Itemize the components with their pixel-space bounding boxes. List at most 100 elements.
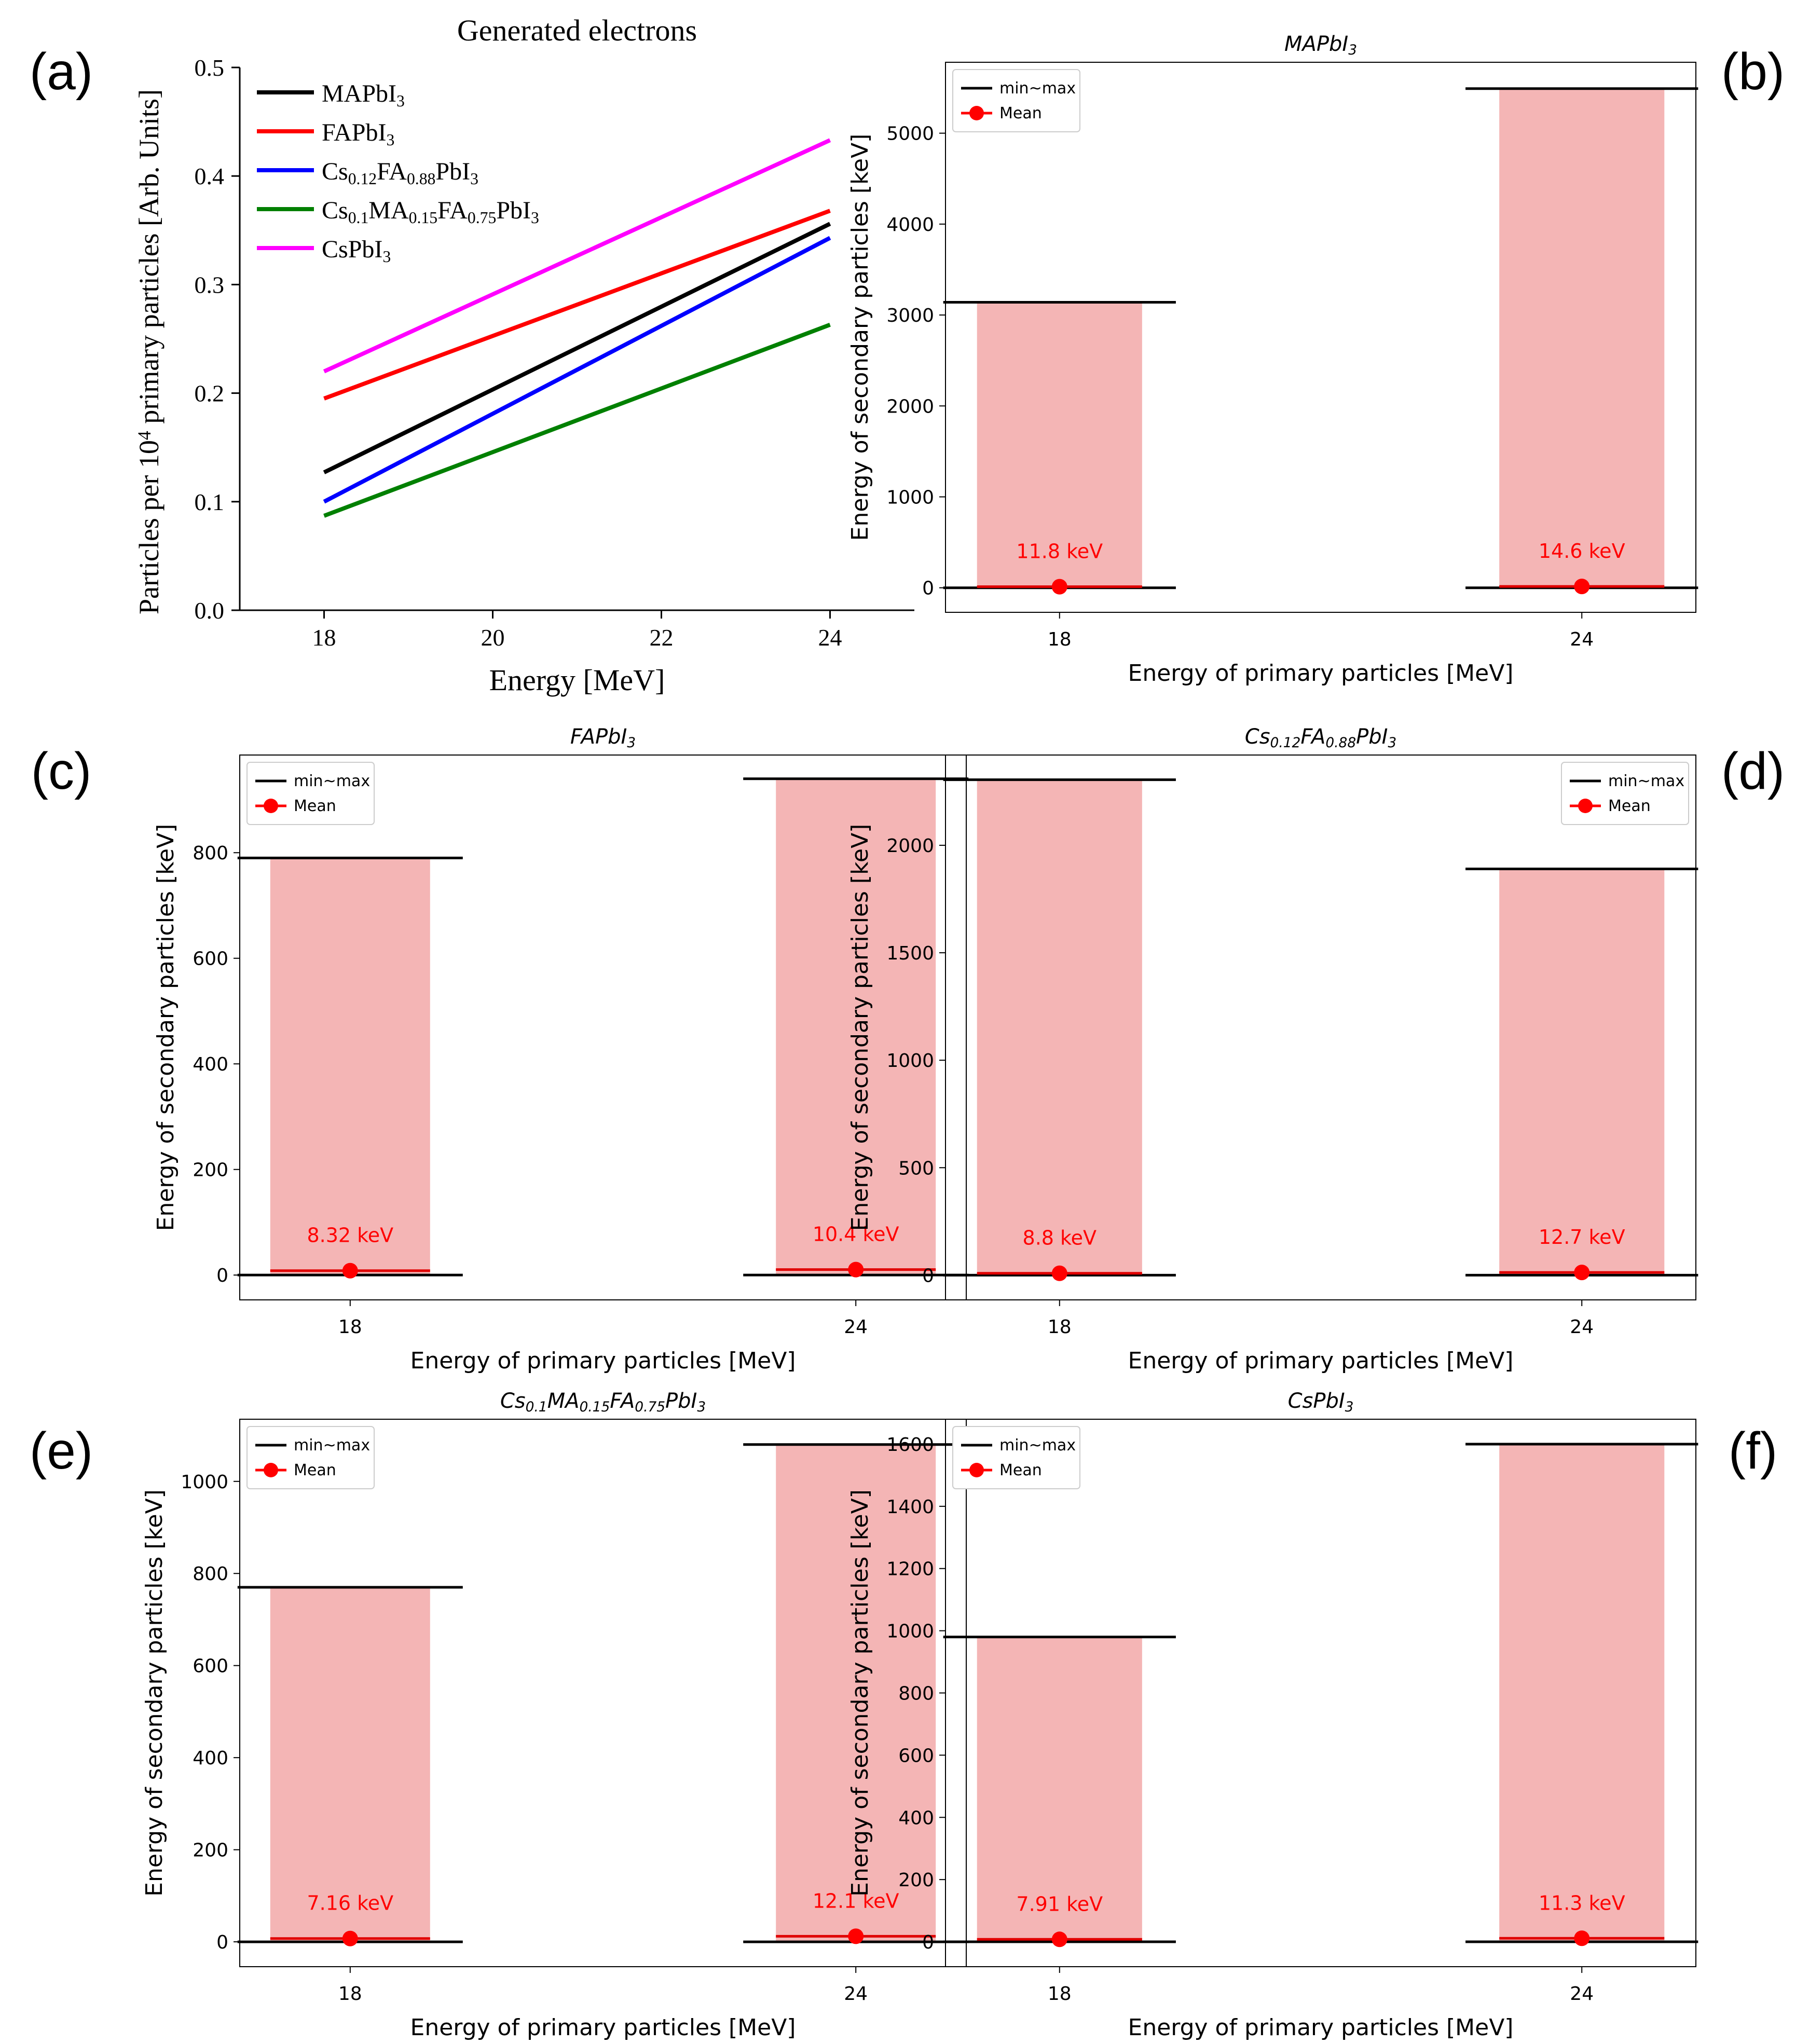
chart-title: MAPbI3 xyxy=(1284,32,1357,58)
panel-label-d: (d) xyxy=(1721,742,1785,800)
text-part: CsPbI xyxy=(1288,1389,1345,1413)
y-axis-label: Energy of secondary particles [keV] xyxy=(847,134,873,541)
y-tick-label: 400 xyxy=(898,1807,934,1829)
series-line-1 xyxy=(323,209,831,401)
legend: min~max Mean xyxy=(952,69,1080,132)
text-part: 3 xyxy=(697,1399,706,1415)
y-tick-label: 2000 xyxy=(886,396,934,417)
legend-swatch-mean-marker xyxy=(1578,799,1593,813)
plot-frame xyxy=(239,755,967,1300)
text-part: Particles per 10 xyxy=(133,440,165,614)
mean-label-18: 8.32 keV xyxy=(307,1224,393,1247)
panel-b-range-chart: 0 1000 2000 3000 4000 5000 18 24 11.8 keV 14.6 ke… xyxy=(847,32,1698,687)
y-tick-label: 1000 xyxy=(886,487,934,508)
text-part: Cs xyxy=(500,1389,526,1413)
mean-label-18: 7.16 keV xyxy=(307,1892,393,1915)
range-bar-18 xyxy=(977,779,1142,1275)
y-tick-label: 800 xyxy=(193,843,228,864)
x-tick-label: 24 xyxy=(844,1983,868,2005)
plot-frame xyxy=(945,755,1696,1300)
legend-entry-min-max: min~max xyxy=(999,79,1076,98)
legend-swatch-mean-marker xyxy=(969,1463,984,1477)
y-axis-label: Energy of secondary particles [keV] xyxy=(141,1489,168,1897)
legend-entry-min-max: min~max xyxy=(1608,772,1684,790)
x-tick-label: 24 xyxy=(818,624,842,651)
text-part: FA xyxy=(377,158,407,185)
series-line-0 xyxy=(323,222,831,474)
mean-marker-18 xyxy=(342,1930,358,1946)
y-tick-label: 0 xyxy=(922,578,934,599)
x-axis-label: Energy of primary particles [MeV] xyxy=(1128,1348,1514,1374)
range-bar-18 xyxy=(977,302,1142,588)
y-axis-label: Energy of secondary particles [keV] xyxy=(847,824,873,1231)
chart-title: CsPbI3 xyxy=(1288,1389,1354,1415)
legend-entry-mean: Mean xyxy=(999,1461,1042,1479)
legend-swatch-mean-marker xyxy=(264,799,278,813)
mean-label-24: 11.3 keV xyxy=(1539,1891,1625,1914)
mean-label-18: 11.8 keV xyxy=(1016,540,1103,563)
legend-entry-3: Cs0.1MA0.15FA0.75PbI3 xyxy=(322,197,539,227)
range-bar-24 xyxy=(776,1444,936,1942)
y-tick-label: 0.0 xyxy=(195,597,225,624)
plot-frame xyxy=(945,62,1696,613)
text-part: MA xyxy=(547,1389,580,1413)
text-part: PbI xyxy=(496,197,531,224)
legend-entry-2: Cs0.12FA0.88PbI3 xyxy=(322,158,478,188)
y-tick-label: 800 xyxy=(898,1683,934,1705)
text-part: CsPbI xyxy=(322,236,382,263)
y-tick-label: 0.1 xyxy=(195,489,225,515)
panel-a-line-chart: 0.0 0.1 0.2 0.3 0.4 0.5 18 20 22 24 Generated elec… xyxy=(133,13,914,697)
legend: min~max Mean xyxy=(246,1426,375,1489)
text-part: 0.12 xyxy=(348,170,377,188)
legend-swatch-mean-marker xyxy=(969,106,984,120)
x-tick-label: 24 xyxy=(1570,629,1594,650)
text-part: 4 xyxy=(134,431,155,440)
text-part: MA xyxy=(368,197,409,224)
mean-marker-24 xyxy=(848,1928,864,1944)
text-part: 0.88 xyxy=(1325,735,1356,751)
x-tick-label: 18 xyxy=(1048,1316,1072,1338)
chart-title: FAPbI3 xyxy=(570,725,636,751)
y-tick-label: 2000 xyxy=(886,835,934,857)
y-tick-label: 1200 xyxy=(886,1559,934,1580)
range-bar-24 xyxy=(1499,88,1665,588)
y-tick-label: 0.5 xyxy=(195,54,225,81)
range-bar-18 xyxy=(270,1587,430,1942)
mean-label-24: 14.6 keV xyxy=(1539,540,1625,563)
mean-marker-18 xyxy=(1051,579,1067,595)
chart-title: Cs0.12FA0.88PbI3 xyxy=(1245,725,1396,751)
x-tick-label: 18 xyxy=(312,624,336,651)
y-tick-label: 1000 xyxy=(886,1621,934,1642)
y-tick-label: 0 xyxy=(216,1932,228,1953)
y-axis-label: Energy of secondary particles [keV] xyxy=(153,824,179,1231)
text-part: FAPbI xyxy=(322,119,386,146)
x-tick-label: 24 xyxy=(1570,1316,1594,1338)
legend-entry-4: CsPbI3 xyxy=(322,236,391,266)
y-tick-label: 200 xyxy=(898,1870,934,1891)
legend: min~max Mean xyxy=(246,762,375,825)
legend-box xyxy=(246,762,375,825)
range-bar-24 xyxy=(776,778,936,1275)
y-tick-label: 600 xyxy=(193,1656,228,1677)
x-tick-label: 18 xyxy=(1048,1983,1072,2005)
y-tick-label: 1000 xyxy=(886,1050,934,1072)
text-part: MAPbI xyxy=(1284,32,1348,56)
text-part: 3 xyxy=(382,248,391,266)
y-tick-label: 200 xyxy=(193,1160,228,1181)
panel-d-range-chart: 0 500 1000 1500 2000 18 24 8.8 keV 12.7 keV Cs0.1… xyxy=(847,725,1698,1374)
x-tick-label: 20 xyxy=(481,624,505,651)
panel-label-c: (c) xyxy=(31,742,92,800)
legend-swatch-mean-marker xyxy=(264,1463,278,1477)
text-part: 3 xyxy=(1388,735,1396,751)
text-part: 0.88 xyxy=(407,170,435,188)
text-part: 0.75 xyxy=(635,1399,665,1415)
y-tick-label: 0 xyxy=(922,1265,934,1286)
y-tick-label: 0.4 xyxy=(195,163,225,189)
legend-box xyxy=(246,1426,375,1489)
legend-entry-mean: Mean xyxy=(1608,797,1651,815)
mean-marker-24 xyxy=(1574,579,1590,595)
text-part: 3 xyxy=(396,92,405,110)
legend-entry-min-max: min~max xyxy=(999,1436,1076,1455)
